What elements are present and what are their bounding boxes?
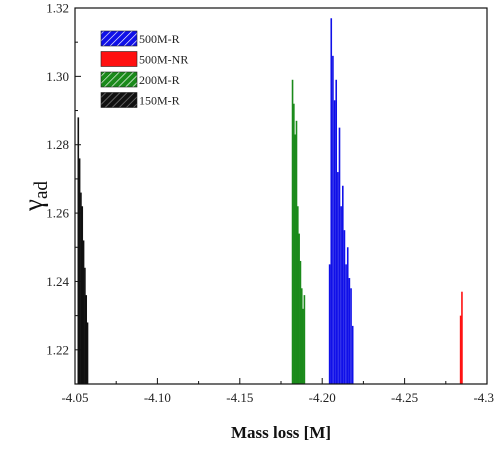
y-tick-label: 1.32 <box>46 1 69 16</box>
bar-150m-r-2 <box>80 192 82 384</box>
bars-layer <box>77 18 463 385</box>
bar-500m-r-4 <box>335 79 338 384</box>
bar-150m-r-6 <box>85 295 88 384</box>
bar-500m-r-10 <box>345 264 347 384</box>
x-tick-label: -4.15 <box>226 390 253 405</box>
legend: 500M-R 500M-NR 200M-R 150M-R <box>100 30 188 108</box>
bar-200m-r-6 <box>299 260 302 384</box>
x-axis-title: Mass loss [M] <box>231 423 331 442</box>
legend-item-500m-r: 500M-R <box>100 30 180 47</box>
bar-200m-r-8 <box>302 308 304 384</box>
y-axis-title: γad <box>18 181 52 212</box>
bar-200m-r-9 <box>303 295 306 384</box>
legend-label: 200M-R <box>139 73 180 87</box>
bar-500m-r-11 <box>346 247 349 384</box>
bar-200m-r-7 <box>300 288 303 384</box>
bar-500m-r-7 <box>340 206 342 384</box>
bar-500m-r-2 <box>332 55 334 384</box>
bar-500m-r-1 <box>330 18 333 384</box>
y-tick-label: 1.30 <box>46 69 69 84</box>
bar-200m-r-3 <box>295 120 298 385</box>
series-500m-r <box>328 18 354 384</box>
y-axis-title-main: γ <box>18 199 48 212</box>
series-200m-r <box>291 79 306 385</box>
bar-200m-r-0 <box>291 79 294 384</box>
legend-swatch <box>100 71 138 88</box>
legend-swatch <box>100 30 138 47</box>
ticks-layer: -4.05 -4.10 -4.15 -4.20 -4.25 -4.30 1.22 1.24 1.… <box>46 1 494 406</box>
bar-500m-r-12 <box>348 278 351 384</box>
y-axis-title-sub: ad <box>31 181 52 199</box>
legend-item-500m-nr: 500M-NR <box>100 51 188 67</box>
bar-200m-r-5 <box>298 233 300 384</box>
bar-150m-r-4 <box>82 240 85 384</box>
bar-150m-r-3 <box>81 206 84 384</box>
bar-200m-r-2 <box>294 134 296 384</box>
legend-item-150m-r: 150M-R <box>100 92 180 108</box>
legend-item-200m-r: 200M-R <box>100 71 180 88</box>
bar-150m-r-0 <box>77 117 80 384</box>
y-tick-label: 1.28 <box>46 137 69 152</box>
series-150m-r <box>77 117 89 384</box>
bar-200m-r-1 <box>293 103 295 385</box>
bar-500m-r-5 <box>337 172 339 384</box>
legend-label: 500M-NR <box>139 53 188 67</box>
legend-swatch <box>100 51 138 67</box>
y-tick-label: 1.22 <box>46 342 69 357</box>
legend-label: 150M-R <box>139 94 180 108</box>
bar-150m-r-1 <box>78 158 81 384</box>
x-tick-label: -4.20 <box>309 390 336 405</box>
series-500m-nr <box>459 291 463 384</box>
x-tick-label: -4.30 <box>473 390 494 405</box>
y-tick-label: 1.26 <box>46 206 69 221</box>
bar-500m-r-3 <box>333 100 336 384</box>
bar-150m-r-5 <box>84 267 86 384</box>
legend-swatch <box>100 92 138 108</box>
x-tick-label: -4.25 <box>391 390 418 405</box>
plot-frame <box>74 7 488 385</box>
bar-500m-r-9 <box>343 230 346 384</box>
bar-150m-r-7 <box>86 322 89 384</box>
bar-500m-r-14 <box>351 325 354 384</box>
x-tick-label: -4.10 <box>144 390 171 405</box>
bar-200m-r-4 <box>297 206 299 384</box>
y-tick-label: 1.24 <box>46 274 69 289</box>
bar-500m-r-0 <box>328 264 331 384</box>
bar-500m-r-13 <box>350 288 352 384</box>
bar-500m-r-6 <box>338 127 341 384</box>
bar-500m-nr-0 <box>459 315 462 384</box>
x-tick-label: -4.05 <box>61 390 88 405</box>
bar-500m-r-8 <box>342 185 344 384</box>
legend-label: 500M-R <box>139 32 180 46</box>
bar-500m-nr-1 <box>461 291 463 384</box>
